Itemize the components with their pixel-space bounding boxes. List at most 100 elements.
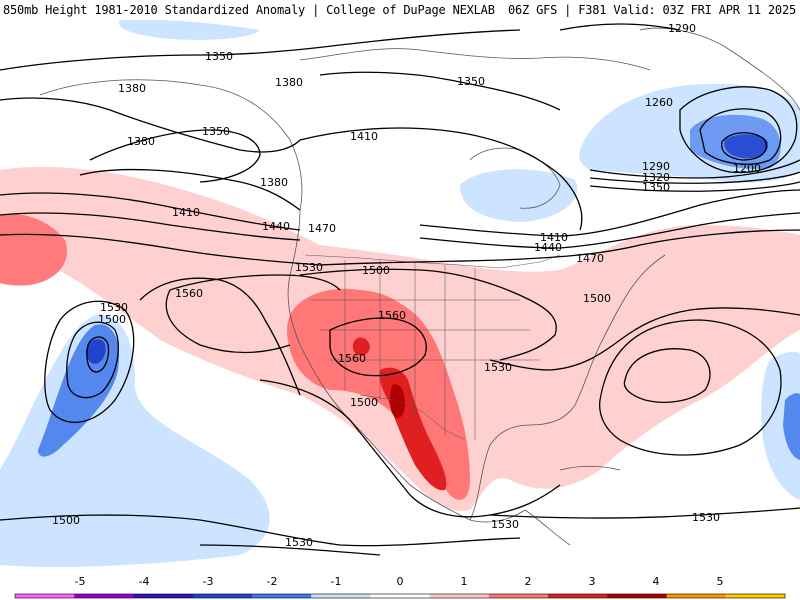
anomaly-map: 1290 1350 1380 1380 1350 1380 1380 1410 … <box>0 20 800 567</box>
colorbar-tick-label: 4 <box>652 575 660 588</box>
colorbar-segment <box>607 594 668 598</box>
contour-label: 1380 <box>275 76 303 89</box>
colorbar-segment <box>251 594 312 598</box>
contour-label: 1320 <box>642 171 670 184</box>
contour-1380-alaska <box>0 97 301 153</box>
colorbar-tick-label: 5 <box>716 575 724 588</box>
contour-1500-central <box>299 268 557 361</box>
contour-1470-east <box>319 229 800 266</box>
contour-label: 1560 <box>338 352 366 365</box>
contour-1440-east <box>419 212 800 249</box>
contour-label: 1530 <box>100 301 128 314</box>
border-us-canada <box>304 254 561 269</box>
colorbar-tick-label: 1 <box>460 575 468 588</box>
contour-label: 1290 <box>642 160 670 173</box>
contour-1440-west <box>0 212 301 241</box>
coastlines <box>39 27 800 546</box>
neg2-anomaly-atlantic-east <box>783 393 800 460</box>
colorbar-segment <box>429 594 490 598</box>
contour-label: 1380 <box>260 176 288 189</box>
contour-1350-alaska <box>89 129 261 183</box>
contour-1500-south <box>199 544 381 556</box>
contour-label: 1380 <box>118 82 146 95</box>
contour-1350-top <box>0 29 521 71</box>
pos2-anomaly-west-pacific <box>0 213 67 286</box>
contour-1560-ne-pacific <box>139 277 301 396</box>
colorbar-strip <box>14 593 786 599</box>
colorbar-segment <box>192 594 253 598</box>
contour-1560-sw <box>329 317 427 377</box>
colorbar-segment <box>15 594 75 598</box>
contour-1350-canada <box>319 71 561 111</box>
colorbar-segment <box>488 594 549 598</box>
colorbar-outline <box>14 593 786 599</box>
map-panel: 1290 1350 1380 1380 1350 1380 1380 1410 … <box>0 20 800 580</box>
contour-label: 1560 <box>175 287 203 300</box>
colorbar-tick-label: 3 <box>588 575 596 588</box>
contour-1230-low <box>699 108 782 165</box>
neg-anomaly-hudson <box>460 169 578 222</box>
contour-label: 1500 <box>583 292 611 305</box>
contour-1380-inner <box>79 168 301 211</box>
contour-label: 1350 <box>457 75 485 88</box>
contour-1290-a <box>559 23 681 31</box>
contour-label: 1470 <box>576 252 604 265</box>
contour-label: 1530 <box>484 361 512 374</box>
contour-label: 1410 <box>540 231 568 244</box>
contour-label: 1530 <box>285 536 313 549</box>
contour-1530-south <box>489 507 800 519</box>
contour-1290-greenland <box>589 159 800 179</box>
coast-central-america <box>524 509 571 546</box>
colorbar-segment <box>133 594 194 598</box>
contour-label: 1350 <box>205 50 233 63</box>
colorbar-segments <box>14 593 786 599</box>
contour-1410-east <box>419 189 800 237</box>
contour-label: 1440 <box>534 241 562 254</box>
contour-1530-west <box>169 274 341 291</box>
contour-label: 1530 <box>692 511 720 524</box>
neg3-anomaly-greenland <box>724 134 769 159</box>
colorbar-tick-label: -4 <box>138 575 150 588</box>
contour-1470-west <box>0 233 321 266</box>
colorbar <box>0 570 800 600</box>
contour-label: 1200 <box>733 162 761 175</box>
contour-label: 1500 <box>350 396 378 409</box>
contour-label: 1530 <box>295 261 323 274</box>
map-title: 850mb Height 1981-2010 Standardized Anom… <box>3 3 495 17</box>
contour-label: 1260 <box>645 96 673 109</box>
map-header: 850mb Height 1981-2010 Standardized Anom… <box>0 0 800 20</box>
contour-label: 1410 <box>350 130 378 143</box>
contour-label: 1500 <box>98 313 126 326</box>
colorbar-segment <box>311 594 371 598</box>
contour-1530-east <box>489 307 800 371</box>
contour-1500-pacific <box>0 514 521 547</box>
contour-1530-atlantic <box>599 319 782 456</box>
colorbar-tick-label: -2 <box>266 575 278 588</box>
neg3-anomaly-east-pacific <box>85 339 106 364</box>
coast-cuba <box>559 465 621 471</box>
coast-alaska <box>39 79 303 211</box>
contour-label: 1410 <box>172 206 200 219</box>
contour-pacific-low-1470 <box>86 336 110 373</box>
contour-1530-mexico <box>259 379 561 518</box>
contour-label: 1500 <box>362 264 390 277</box>
colorbar-tick-label: -5 <box>74 575 86 588</box>
contour-label: 1560 <box>378 309 406 322</box>
contour-label: 1290 <box>668 22 696 35</box>
contour-label: 1350 <box>642 181 670 194</box>
colorbar-tick-label: -3 <box>202 575 214 588</box>
coast-east-us <box>574 254 666 406</box>
coast-gulf <box>469 404 576 521</box>
colorbar-tick-label: -1 <box>330 575 342 588</box>
border-us-mexico <box>359 394 466 441</box>
contour-labels: 1290 1350 1380 1380 1350 1380 1380 1410 … <box>52 22 761 549</box>
anomaly-shading <box>0 20 800 567</box>
pos3-anomaly-nm <box>352 337 370 356</box>
contour-label: 1470 <box>308 222 336 235</box>
coast-canada-arctic <box>299 48 651 71</box>
contour-1410-west <box>0 192 301 231</box>
contour-label: 1350 <box>202 125 230 138</box>
contour-1410-canada <box>299 127 583 231</box>
contour-label: 1380 <box>127 135 155 148</box>
colorbar-tick-label: 0 <box>396 575 404 588</box>
